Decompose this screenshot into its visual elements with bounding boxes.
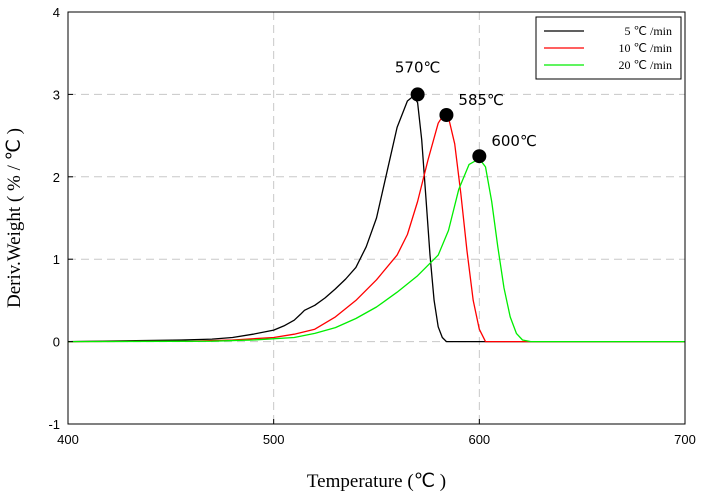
- peak-label: 570℃: [395, 58, 440, 76]
- y-tick-label: 0: [53, 335, 60, 350]
- y-tick-label: 4: [53, 5, 60, 20]
- y-tick-label: 2: [53, 170, 60, 185]
- x-tick-label: 700: [674, 432, 696, 447]
- y-axis-title: Deriv.Weight ( % / ℃ ): [4, 128, 25, 308]
- x-tick-label: 400: [57, 432, 79, 447]
- peak-marker: [410, 87, 425, 102]
- axis-ticks: 400 500 600 700 -1 0 1 2 3 4: [48, 5, 695, 447]
- series-line-2: [67, 112, 685, 343]
- legend-label: 5 ℃ /min: [625, 24, 672, 38]
- legend-label: 10 ℃ /min: [619, 41, 672, 55]
- series-line-3: [67, 158, 685, 343]
- x-tick-label: 500: [263, 432, 285, 447]
- series-line-1: [67, 95, 685, 343]
- peak-label: 600℃: [491, 132, 536, 150]
- x-tick-label: 600: [468, 432, 490, 447]
- y-tick-label: 3: [53, 87, 60, 102]
- peak-marker: [439, 108, 454, 122]
- peak-marker: [472, 149, 487, 164]
- plot-frame: [67, 11, 686, 425]
- legend: 5 ℃ /min 10 ℃ /min 20 ℃ /min: [535, 16, 682, 80]
- peak-annotations: 570℃ 585℃ 600℃: [395, 58, 537, 164]
- y-tick-label: 1: [53, 252, 60, 267]
- legend-label: 20 ℃ /min: [619, 58, 672, 72]
- y-tick-label: -1: [48, 417, 60, 432]
- series-lines: [67, 95, 685, 343]
- x-axis-title: Temperature (℃ ): [307, 471, 446, 492]
- peak-label: 585℃: [458, 91, 503, 109]
